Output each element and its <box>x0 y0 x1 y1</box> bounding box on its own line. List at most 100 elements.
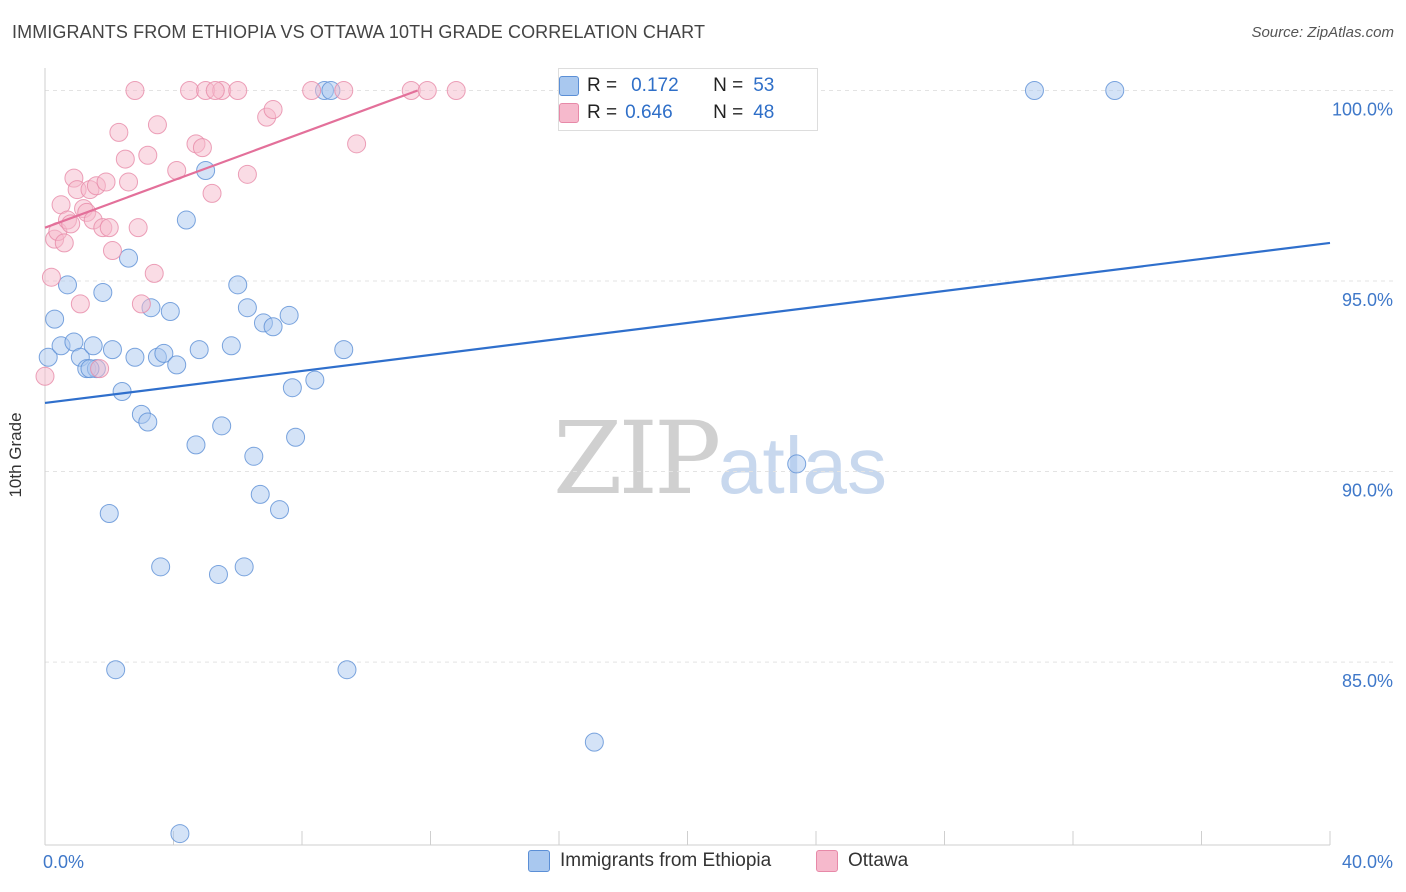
ottawa-point <box>128 218 148 238</box>
ethiopia-point <box>99 503 119 523</box>
legend-swatch-pink <box>559 103 579 123</box>
legend-r-value-pink: 0.646 <box>625 102 673 123</box>
ottawa-point <box>138 145 158 165</box>
bottom-legend-label-blue: Immigrants from Ethiopia <box>560 850 772 871</box>
legend-swatch-blue <box>559 76 579 96</box>
y-tick-label: 100.0% <box>1332 99 1393 119</box>
ethiopia-point <box>337 660 357 680</box>
ottawa-point <box>334 80 354 100</box>
ethiopia-point <box>125 347 145 367</box>
legend-row-ethiopia: R = 0.172 N = 53 <box>559 73 775 99</box>
ethiopia-point <box>102 340 122 360</box>
ethiopia-point <box>160 302 180 322</box>
ethiopia-point <box>334 340 354 360</box>
ottawa-point <box>147 115 167 135</box>
ottawa-point <box>96 172 116 192</box>
ethiopia-point <box>584 732 604 752</box>
ottawa-point <box>144 263 164 283</box>
ethiopia-point <box>119 248 139 268</box>
ottawa-point <box>263 100 283 120</box>
watermark-zip: ZIP <box>553 400 721 517</box>
ottawa-point <box>125 80 145 100</box>
ethiopia-point <box>170 824 190 844</box>
bottom-legend-ethiopia: Immigrants from Ethiopia <box>528 850 771 872</box>
ottawa-point <box>205 80 225 100</box>
legend-n-value-blue: 53 <box>753 75 775 96</box>
ethiopia-point <box>208 564 228 584</box>
ethiopia-point <box>154 343 174 363</box>
legend-n-value-pink: 48 <box>753 102 775 123</box>
ottawa-trend-line <box>44 89 419 229</box>
ottawa-point <box>109 122 129 142</box>
ethiopia-point <box>138 412 158 432</box>
ottawa-point <box>90 359 110 379</box>
ethiopia-point <box>93 282 113 302</box>
y-axis-label: 10th Grade <box>6 412 25 498</box>
legend-r-value-blue: 0.172 <box>631 75 679 96</box>
ottawa-point <box>446 80 466 100</box>
ethiopia-point <box>1105 80 1125 100</box>
ethiopia-point <box>244 446 264 466</box>
correlation-legend: R = 0.172 N = 53 R = 0.646 N = 48 <box>558 68 818 131</box>
ottawa-point <box>237 164 257 184</box>
legend-row-ottawa: R = 0.646 N = 48 <box>559 100 775 126</box>
ottawa-point <box>202 183 222 203</box>
ottawa-point <box>131 294 151 314</box>
ethiopia-point <box>57 275 77 295</box>
ethiopia-point <box>151 557 171 577</box>
y-tick-label: 95.0% <box>1342 290 1393 310</box>
ottawa-point <box>115 149 135 169</box>
chart-title: IMMIGRANTS FROM ETHIOPIA VS OTTAWA 10TH … <box>12 22 706 42</box>
legend-r-label: R = <box>587 102 618 123</box>
ethiopia-point <box>270 500 290 520</box>
ethiopia-point <box>305 370 325 390</box>
bottom-legend-swatch-blue <box>528 850 550 872</box>
ethiopia-point <box>282 378 302 398</box>
ethiopia-point <box>167 355 187 375</box>
ethiopia-point <box>186 435 206 455</box>
ottawa-point <box>417 80 437 100</box>
ottawa-point <box>35 366 55 386</box>
ottawa-point <box>302 80 322 100</box>
ottawa-point <box>102 241 122 261</box>
legend-r-label: R = <box>587 75 618 96</box>
ethiopia-point <box>1024 80 1044 100</box>
bottom-legend-swatch-pink <box>816 850 838 872</box>
ethiopia-point <box>263 317 283 337</box>
ottawa-point <box>228 80 248 100</box>
ottawa-point <box>99 218 119 238</box>
ethiopia-point <box>212 416 232 436</box>
ottawa-point <box>41 267 61 287</box>
ethiopia-trend-line <box>44 241 1331 405</box>
ethiopia-point <box>237 298 257 318</box>
ottawa-point <box>192 138 212 158</box>
ethiopia-point <box>228 275 248 295</box>
y-tick-label: 90.0% <box>1342 481 1393 501</box>
ottawa-point <box>54 233 74 253</box>
ethiopia-point <box>83 336 103 356</box>
ethiopia-point <box>221 336 241 356</box>
ottawa-point <box>119 172 139 192</box>
ethiopia-point <box>286 427 306 447</box>
bottom-legend-label-pink: Ottawa <box>848 850 909 871</box>
ethiopia-point <box>38 347 58 367</box>
x-tick-label-max: 40.0% <box>1342 852 1393 872</box>
source-credit: Source: ZipAtlas.com <box>1251 24 1394 41</box>
ethiopia-point <box>250 484 270 504</box>
bottom-legend-ottawa: Ottawa <box>816 850 908 872</box>
legend-n-label: N = <box>713 102 744 123</box>
ethiopia-point <box>279 305 299 325</box>
ottawa-point <box>70 294 90 314</box>
ethiopia-point <box>189 340 209 360</box>
ethiopia-point <box>234 557 254 577</box>
ethiopia-point <box>787 454 807 474</box>
ethiopia-point <box>106 660 126 680</box>
ottawa-point <box>180 80 200 100</box>
legend-n-label: N = <box>713 75 744 96</box>
y-tick-label: 85.0% <box>1342 671 1393 691</box>
ethiopia-point <box>45 309 65 329</box>
ottawa-point <box>347 134 367 154</box>
x-tick-label-min: 0.0% <box>43 852 84 872</box>
ethiopia-point <box>176 210 196 230</box>
